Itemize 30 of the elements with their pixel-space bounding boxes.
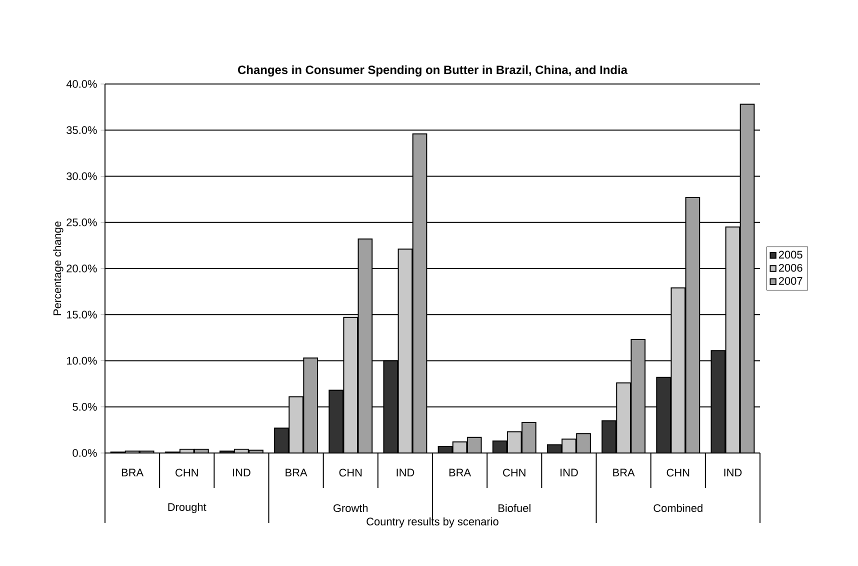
x-tick-label: IND: [724, 468, 742, 476]
text: Biofuel: [498, 504, 530, 512]
legend-label: 2005: [778, 250, 802, 259]
text: Growth: [334, 504, 368, 512]
y-tick-label: 15.0%: [66, 310, 97, 319]
x-tick-label: BRA: [122, 468, 144, 476]
x-tick-label: BRA: [449, 468, 472, 476]
y-tick-label: 10.0%: [66, 356, 97, 365]
x-tick-label: CHN: [176, 468, 198, 477]
x-tick-label: CHN: [339, 468, 362, 477]
x-tick-label: IND: [233, 468, 250, 476]
legend-label: 2006: [778, 264, 802, 272]
text: Drought: [168, 502, 206, 514]
y-tick-label: 30.0%: [66, 172, 97, 180]
y-tick-label: 20.0%: [66, 264, 97, 272]
x-tick-label: BRA: [286, 468, 308, 476]
y-tick-label: 5.0%: [72, 403, 97, 411]
x-tick-label: BRA: [613, 468, 635, 476]
y-tick-label: 35.0%: [66, 126, 97, 134]
text: Combined: [654, 504, 702, 512]
y-tick-label: 25.0%: [66, 218, 97, 226]
x-tick-label: CHN: [503, 468, 526, 477]
legend-label: 2007: [778, 277, 802, 285]
y-axis-title: Percentage change: [53, 221, 64, 316]
x-tick-label: IND: [560, 468, 578, 476]
x-tick-label: IND: [396, 468, 414, 476]
x-tick-label: CHN: [666, 468, 690, 477]
chart-title: Changes in Consumer Spending on Butter in Brazil, China, and India: [238, 65, 628, 76]
y-tick-label: 0.0%: [72, 449, 97, 457]
y-tick-label: 40.0%: [66, 80, 97, 88]
